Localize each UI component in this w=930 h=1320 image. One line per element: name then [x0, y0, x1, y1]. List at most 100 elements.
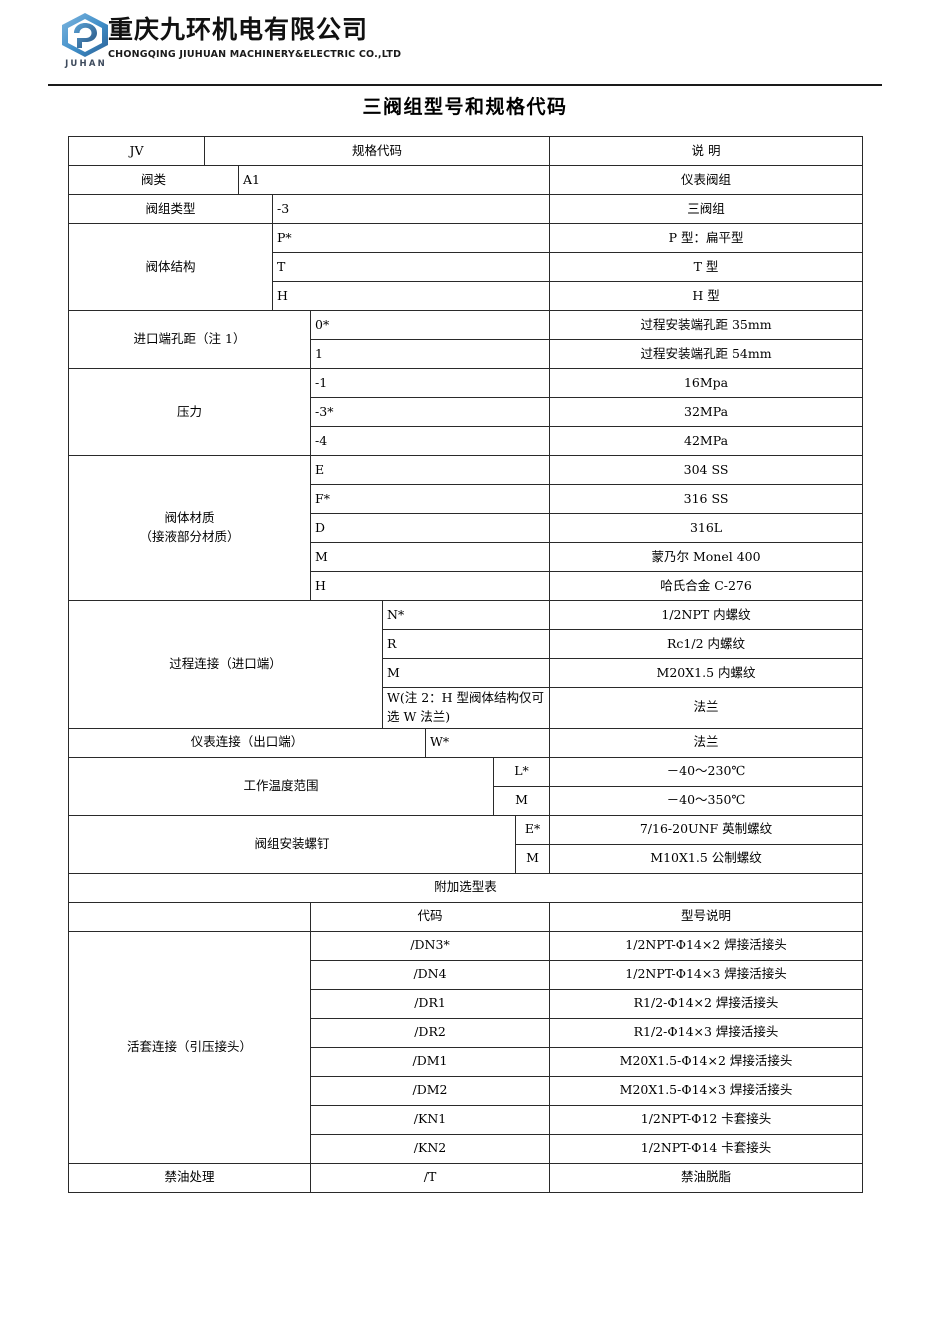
row-desc-mat-f: 316 SS — [549, 484, 864, 514]
row-label-inlet-hole-pitch: 进口端孔距（注 1） — [67, 310, 312, 369]
extra-row-code: /DR1 — [310, 988, 551, 1019]
row-code-mat-f: F* — [310, 484, 551, 514]
row-label-mounting-screw: 阀组安装螺钉 — [67, 814, 517, 874]
table-row: -3* 32MPa — [69, 397, 864, 427]
company-name-en: CHONGQING JIUHUAN MACHINERY&ELECTRIC CO.… — [108, 48, 402, 60]
extra-row-code: /KN1 — [310, 1104, 551, 1135]
row-desc-temp-m: －40～350℃ — [549, 785, 864, 816]
row-code-press-1: -1 — [310, 368, 551, 398]
row-desc-proc-r: Rc1/2 内螺纹 — [549, 629, 864, 659]
row-desc-press-4: 42MPa — [549, 426, 864, 456]
body-material-line-2: （接液部分材质） — [139, 529, 240, 544]
extra-row-code: /DN3* — [310, 930, 551, 961]
table-row: F* 316 SS — [69, 484, 864, 514]
extra-row-desc: 1/2NPT-Φ14 卡套接头 — [549, 1133, 864, 1164]
extra-header-desc: 型号说明 — [549, 901, 864, 932]
table-row: /DR1 R1/2-Φ14×2 焊接活接头 — [69, 988, 864, 1019]
row-desc-mat-h: 哈氏合金 C-276 — [549, 571, 864, 601]
row-desc-screw-e: 7/16-20UNF 英制螺纹 — [549, 814, 864, 845]
row-code-mat-e: E — [310, 455, 551, 485]
header-desc: 说 明 — [549, 136, 864, 166]
row-code-mat-m: M — [310, 542, 551, 572]
row-label-body-material: 阀体材质 （接液部分材质） — [67, 455, 312, 601]
row-desc-valve-group-type: 三阀组 — [549, 194, 864, 224]
row-code-proc-m: M — [382, 658, 551, 688]
extra-row-code: /KN2 — [310, 1133, 551, 1164]
row-code-proc-n: N* — [382, 600, 551, 630]
extra-row-desc: R1/2-Φ14×3 焊接活接头 — [549, 1017, 864, 1048]
table-row: -4 42MPa — [69, 426, 864, 456]
table-row: /DN4 1/2NPT-Φ14×3 焊接活接头 — [69, 959, 864, 990]
company-identity: 重庆九环机电有限公司 CHONGQING JIUHUAN MACHINERY&E… — [108, 15, 402, 60]
row-label-body-structure: 阀体结构 — [67, 223, 274, 311]
row-desc-press-3: 32MPa — [549, 397, 864, 427]
header-divider — [48, 84, 882, 86]
extra-options-title: 附加选型表 — [67, 872, 864, 903]
extra-row-desc: M20X1.5-Φ14×3 焊接活接头 — [549, 1075, 864, 1106]
row-desc-proc-w: 法兰 — [549, 687, 864, 729]
row-desc-mat-m: 蒙乃尔 Monel 400 — [549, 542, 864, 572]
row-code-pitch-1: 1 — [310, 339, 551, 369]
table-row: 阀体结构 P* P 型：扁平型 — [67, 223, 864, 311]
row-code-body-t: T — [272, 252, 551, 282]
extra-row-code: /DR2 — [310, 1017, 551, 1048]
table-row: D 316L — [69, 513, 864, 543]
row-code-temp-m: M — [493, 785, 551, 816]
row-code-body-h: H — [272, 281, 551, 311]
row-label-valve-class: 阀类 — [67, 165, 240, 195]
row-desc-pitch-0: 过程安装端孔距 35mm — [549, 310, 864, 340]
table-row: M M20X1.5 内螺纹 — [69, 658, 864, 688]
row-code-proc-r: R — [382, 629, 551, 659]
body-material-line-1: 阀体材质 — [164, 510, 215, 526]
extra-row-code: /DN4 — [310, 959, 551, 990]
row-label-instrument-connection: 仪表连接（出口端） — [67, 727, 427, 758]
extra-row-desc: 1/2NPT-Φ14×3 焊接活接头 — [549, 959, 864, 990]
table-row: 进口端孔距（注 1） 0* 过程安装端孔距 35mm — [67, 310, 864, 369]
table-row: M M10X1.5 公制螺纹 — [69, 843, 864, 874]
row-label-valve-group-type: 阀组类型 — [67, 194, 274, 224]
row-code-proc-w: W(注 2：H 型阀体结构仅可选 W 法兰) — [382, 687, 551, 729]
header-series: JV — [67, 136, 206, 166]
table-row: 1 过程安装端孔距 54mm — [69, 339, 864, 369]
extra-row-code: /DM2 — [310, 1075, 551, 1106]
table-row: H H 型 — [69, 281, 864, 311]
row-label-pressure: 压力 — [67, 368, 312, 456]
table-row: M －40～350℃ — [69, 785, 864, 816]
row-desc-temp-l: －40～230℃ — [549, 756, 864, 787]
extra-row-desc: 1/2NPT-Φ14×2 焊接活接头 — [549, 930, 864, 961]
table-row: 工作温度范围 L* －40～230℃ — [67, 756, 864, 816]
extra-header-row: 代码 型号说明 — [67, 901, 864, 932]
extra-row-desc: 1/2NPT-Φ12 卡套接头 — [549, 1104, 864, 1135]
row-desc-screw-m: M10X1.5 公制螺纹 — [549, 843, 864, 874]
company-name-cn: 重庆九环机电有限公司 — [108, 15, 369, 44]
row-code-valve-class: A1 — [238, 165, 551, 195]
header-code: 规格代码 — [204, 136, 551, 166]
row-desc-press-1: 16Mpa — [549, 368, 864, 398]
page-header: JUHAN 重庆九环机电有限公司 CHONGQING JIUHUAN MACHI… — [0, 0, 930, 86]
row-desc-body-p: P 型：扁平型 — [549, 223, 864, 253]
table-row: 阀组类型 -3 三阀组 — [67, 194, 864, 224]
table-row: /DM2 M20X1.5-Φ14×3 焊接活接头 — [69, 1075, 864, 1106]
table-row: 过程连接（进口端） N* 1/2NPT 内螺纹 — [67, 600, 864, 729]
row-desc-inst-w: 法兰 — [549, 727, 864, 758]
table-row: R Rc1/2 内螺纹 — [69, 629, 864, 659]
extra-group-label: 活套连接（引压接头） — [67, 930, 312, 1164]
row-label-process-connection: 过程连接（进口端） — [67, 600, 384, 729]
table-row: 活套连接（引压接头） /DN3* 1/2NPT-Φ14×2 焊接活接头 — [67, 930, 864, 1164]
row-code-press-4: -4 — [310, 426, 551, 456]
table-row: 阀体材质 （接液部分材质） E 304 SS — [67, 455, 864, 601]
extra-row-desc: M20X1.5-Φ14×2 焊接活接头 — [549, 1046, 864, 1077]
oil-free-desc: 禁油脱脂 — [549, 1162, 864, 1193]
extra-options-title-row: 附加选型表 — [67, 872, 864, 903]
row-code-mat-h: H — [310, 571, 551, 601]
extra-header-spacer — [67, 901, 312, 932]
table-row: 仪表连接（出口端） W* 法兰 — [67, 727, 864, 758]
row-desc-mat-e: 304 SS — [549, 455, 864, 485]
table-row: H 哈氏合金 C-276 — [69, 571, 864, 601]
row-desc-body-h: H 型 — [549, 281, 864, 311]
table-row: /KN2 1/2NPT-Φ14 卡套接头 — [69, 1133, 864, 1164]
extra-row-desc: R1/2-Φ14×2 焊接活接头 — [549, 988, 864, 1019]
row-desc-proc-n: 1/2NPT 内螺纹 — [549, 600, 864, 630]
juhan-hexagon-icon — [59, 12, 111, 58]
row-code-temp-l: L* — [493, 756, 551, 787]
